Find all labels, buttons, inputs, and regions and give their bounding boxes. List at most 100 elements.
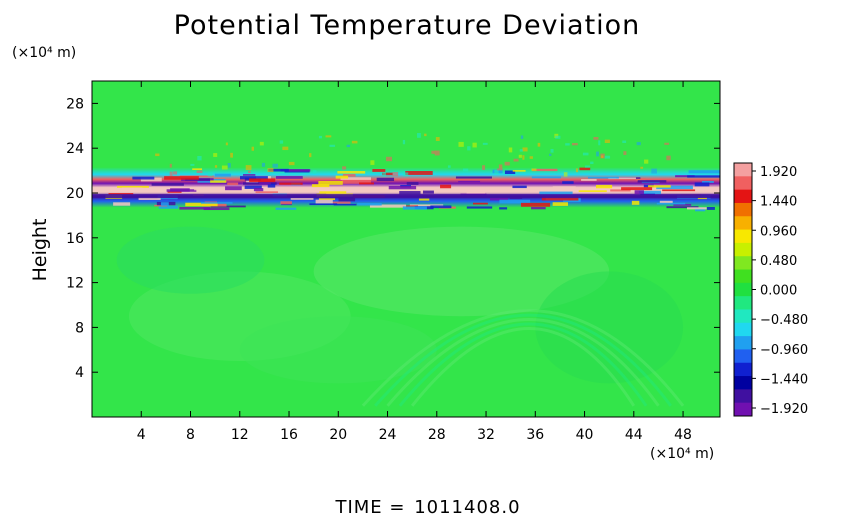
field-ripple [497,168,503,171]
field-streak [648,185,671,188]
colorbar-swatch [734,322,752,337]
field-ripple [279,140,284,144]
field-streak [259,182,271,185]
field-streak [280,201,292,205]
field-ripple [225,142,228,146]
field-ripple [666,155,671,161]
field-ripple [392,172,399,177]
field-ripple [467,146,471,151]
field-ripple [563,172,568,177]
field-streak [359,182,374,185]
y-tick-label: 4 [75,365,84,381]
field-ripple [522,147,528,152]
field-wave-arc [398,322,648,407]
field-streak [275,207,297,210]
field-patch [116,226,265,294]
field-ripple [664,142,670,145]
field-ripple [417,133,421,138]
field-streak [405,171,433,175]
field-streak [340,177,371,180]
field-streak [244,185,262,189]
field-ripple [424,133,427,137]
field-streak [161,202,169,206]
field-streak [121,187,143,190]
x-tick-label: 8 [186,427,195,443]
colorbar-label: −0.480 [760,313,808,328]
field-wave-arc [410,327,636,407]
field-streak [194,188,221,191]
field-streak [116,185,149,188]
field-ripple [402,139,406,145]
x-tick-label: 4 [137,427,146,443]
field-streak [382,172,393,176]
field-ripple [245,165,252,171]
colorbar-swatch [734,296,752,310]
colorbar-swatch [734,163,752,177]
field-streak [280,169,311,172]
field-ripple [386,156,392,162]
field-streak [552,186,576,189]
field-streak [489,196,508,201]
field-ripple [504,161,510,166]
field-ripple [382,172,387,177]
field-ripple [590,161,594,165]
field-streak [656,202,686,205]
field-streak [179,206,211,210]
field-ripple [458,141,464,147]
field-ripple [482,165,486,170]
field-streak [659,200,673,204]
field-streak [108,193,134,195]
field-streak [656,185,693,190]
time-readout: TIME = 1011408.0 [0,497,854,518]
field-streak [132,176,155,180]
field-streak [255,191,279,193]
field-ripple [593,136,599,140]
field-streak [686,207,707,210]
time-value: 1011408.0 [414,497,521,518]
field-ripple [196,170,203,173]
field-streak [701,189,720,192]
field-streak [520,202,551,207]
field-streak [158,205,179,209]
field-streak [499,207,508,210]
field-streak [532,168,558,172]
time-label: TIME = [335,497,406,518]
field-streak [578,190,607,192]
plot-area [92,81,720,417]
field-streak [472,202,488,205]
field-streak [499,199,531,204]
field-ripple [318,135,323,139]
field-streak [318,181,343,185]
field-streak [458,180,481,183]
field-wave-arc [374,313,672,407]
field-streak [335,175,349,179]
field-streak [338,197,356,202]
x-axis-unit: (×10⁴ m) [650,446,715,462]
field-streak [636,178,646,182]
field-ripple [431,150,436,154]
field-ripple [604,139,610,144]
field-streak [541,196,579,201]
field-streak [610,189,631,192]
field-streak [167,191,182,193]
colorbar-swatch [734,376,752,390]
field-streak [311,184,330,188]
field-streak [638,190,661,195]
field-streak [318,198,336,201]
field-streak [185,202,218,207]
field-streak [337,171,366,174]
field-wave-arc [361,309,685,407]
x-tick-label: 16 [280,427,298,443]
field-streak [309,203,338,206]
plot-frame [91,80,721,418]
colorbar-label: −0.960 [760,343,808,358]
field-ripple [259,141,264,146]
field-streak [319,191,347,194]
field-ripple [346,144,351,148]
field-ripple [351,140,358,144]
field-streak [249,178,276,183]
field-ripple [325,135,332,138]
field-streak [279,182,303,185]
colorbar-label: −1.440 [760,372,808,387]
field-ripple [272,163,279,168]
